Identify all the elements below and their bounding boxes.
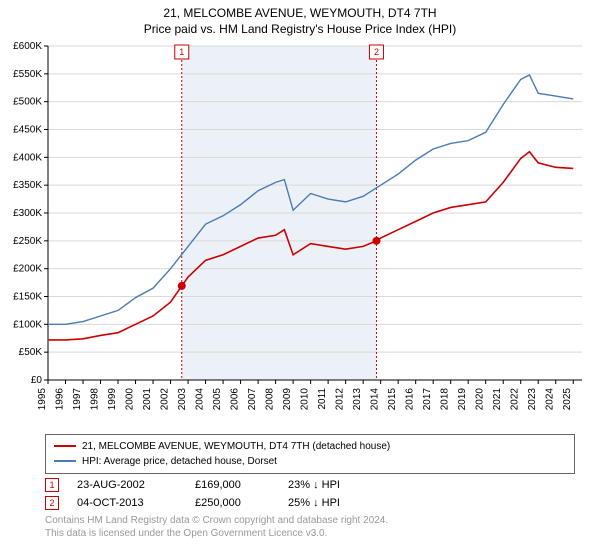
svg-text:2015: 2015 [387, 387, 398, 410]
footer-line-2: This data is licensed under the Open Gov… [45, 527, 575, 540]
svg-text:2002: 2002 [160, 387, 171, 410]
svg-text:£50K: £50K [19, 347, 43, 358]
svg-text:£300K: £300K [13, 208, 42, 219]
svg-text:2025: 2025 [562, 387, 573, 410]
svg-text:2022: 2022 [510, 387, 521, 410]
chart-subtitle: Price paid vs. HM Land Registry's House … [0, 22, 600, 40]
marker-date: 23-AUG-2002 [77, 479, 177, 491]
svg-text:2: 2 [374, 47, 379, 57]
svg-text:£100K: £100K [13, 319, 42, 330]
marker-table: 1 23-AUG-2002 £169,000 23% ↓ HPI 2 04-OCT-201… [45, 478, 575, 510]
svg-text:£450K: £450K [13, 124, 42, 135]
footer-line-1: Contains HM Land Registry data © Crown c… [45, 514, 575, 527]
svg-text:£250K: £250K [13, 235, 42, 246]
svg-text:2013: 2013 [352, 387, 363, 410]
svg-text:2010: 2010 [300, 387, 311, 410]
svg-text:2008: 2008 [265, 387, 276, 410]
svg-text:2019: 2019 [457, 387, 468, 410]
marker-id-box: 1 [45, 478, 59, 492]
svg-text:1996: 1996 [55, 387, 66, 410]
footer-note: Contains HM Land Registry data © Crown c… [45, 514, 575, 540]
legend-label: HPI: Average price, detached house, Dors… [82, 454, 277, 469]
chart-plot-area: £0 £50K £100K £150K £200K £250K £300K £350K £400… [0, 40, 600, 430]
svg-text:£400K: £400K [13, 152, 42, 163]
svg-text:2024: 2024 [545, 387, 556, 410]
marker-row: 1 23-AUG-2002 £169,000 23% ↓ HPI [45, 478, 575, 492]
svg-text:2009: 2009 [282, 387, 293, 410]
svg-text:1: 1 [179, 47, 184, 57]
marker-id-box: 2 [45, 496, 59, 510]
chart-container: 21, MELCOMBE AVENUE, WEYMOUTH, DT4 7TH P… [0, 0, 600, 560]
svg-text:1997: 1997 [72, 387, 83, 410]
svg-text:1999: 1999 [107, 387, 118, 410]
legend-item: HPI: Average price, detached house, Dors… [54, 454, 566, 469]
svg-text:2023: 2023 [527, 387, 538, 410]
svg-text:£350K: £350K [13, 180, 42, 191]
svg-text:2016: 2016 [405, 387, 416, 410]
svg-text:2021: 2021 [492, 387, 503, 410]
chart-title: 21, MELCOMBE AVENUE, WEYMOUTH, DT4 7TH [0, 0, 600, 22]
legend-swatch [54, 460, 76, 462]
svg-text:2001: 2001 [142, 387, 153, 410]
svg-text:2003: 2003 [177, 387, 188, 410]
svg-text:2007: 2007 [247, 387, 258, 410]
legend: 21, MELCOMBE AVENUE, WEYMOUTH, DT4 7TH (… [45, 434, 575, 474]
svg-text:£550K: £550K [13, 68, 42, 79]
svg-text:2020: 2020 [475, 387, 486, 410]
svg-text:1995: 1995 [37, 387, 48, 410]
svg-text:1998: 1998 [90, 387, 101, 410]
marker-price: £169,000 [195, 479, 270, 491]
legend-item: 21, MELCOMBE AVENUE, WEYMOUTH, DT4 7TH (… [54, 439, 566, 454]
svg-text:£200K: £200K [13, 263, 42, 274]
svg-text:2005: 2005 [212, 387, 223, 410]
marker-delta: 23% ↓ HPI [288, 479, 340, 491]
svg-text:2006: 2006 [230, 387, 241, 410]
svg-text:2011: 2011 [317, 387, 328, 409]
svg-text:2018: 2018 [440, 387, 451, 410]
svg-text:£500K: £500K [13, 96, 42, 107]
legend-label: 21, MELCOMBE AVENUE, WEYMOUTH, DT4 7TH (… [82, 439, 390, 454]
svg-text:£0: £0 [31, 375, 43, 386]
svg-text:£600K: £600K [13, 41, 42, 52]
marker-row: 2 04-OCT-2013 £250,000 25% ↓ HPI [45, 496, 575, 510]
marker-price: £250,000 [195, 497, 270, 509]
svg-text:£150K: £150K [13, 291, 42, 302]
marker-delta: 25% ↓ HPI [288, 497, 340, 509]
svg-text:2004: 2004 [195, 387, 206, 410]
svg-text:2012: 2012 [335, 387, 346, 410]
legend-swatch [54, 445, 76, 447]
marker-date: 04-OCT-2013 [77, 497, 177, 509]
svg-text:2014: 2014 [370, 387, 381, 410]
line-chart-svg: £0 £50K £100K £150K £200K £250K £300K £350K £400… [0, 40, 600, 430]
svg-text:2017: 2017 [422, 387, 433, 410]
svg-text:2000: 2000 [125, 387, 136, 410]
